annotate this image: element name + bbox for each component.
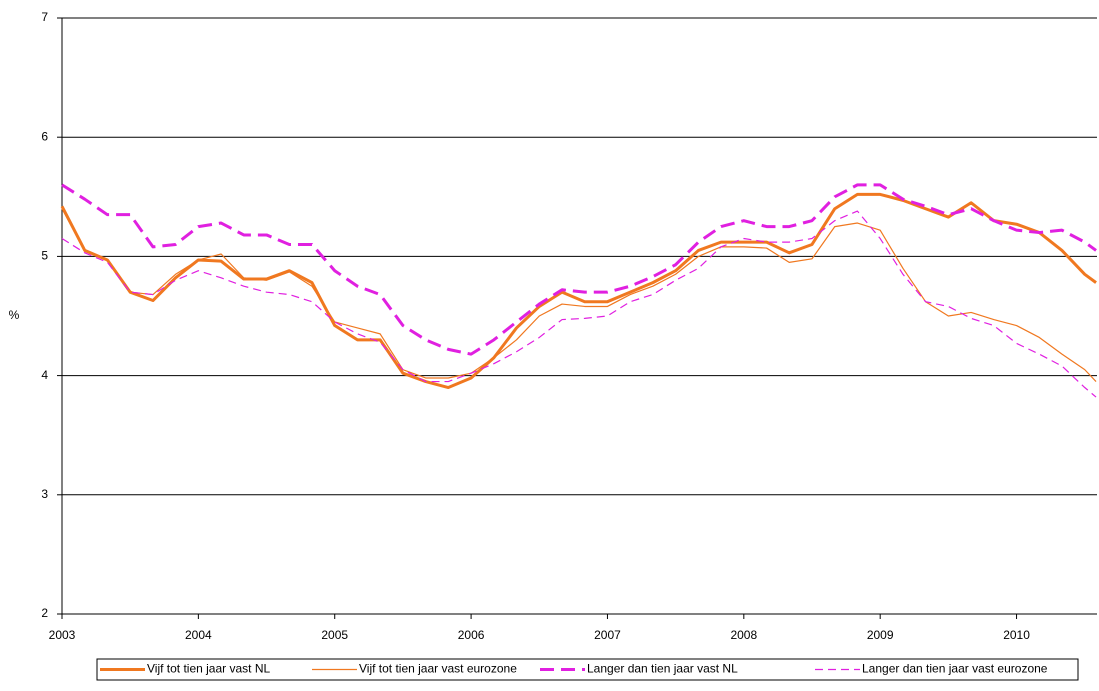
x-tick-label: 2008 — [730, 628, 757, 642]
x-tick-label: 2004 — [185, 628, 212, 642]
x-tick-label: 2003 — [49, 628, 76, 642]
series-line — [60, 192, 1097, 390]
y-tick-label: 5 — [41, 249, 48, 263]
y-tick-label: 7 — [41, 10, 48, 24]
series-line — [61, 183, 1097, 356]
series-line — [61, 208, 1097, 382]
y-tick-label: 4 — [41, 368, 48, 382]
y-tick-label: 3 — [41, 487, 48, 501]
series-line — [61, 210, 1097, 398]
x-tick-label: 2006 — [458, 628, 485, 642]
y-axis-label: % — [9, 308, 20, 322]
x-tick-label: 2010 — [1003, 628, 1030, 642]
y-tick-label: 2 — [41, 606, 48, 620]
legend-label: Langer dan tien jaar vast eurozone — [862, 662, 1048, 676]
legend-label: Vijf tot tien jaar vast NL — [147, 662, 270, 676]
legend-label: Langer dan tien jaar vast NL — [587, 662, 738, 676]
legend-label: Vijf tot tien jaar vast eurozone — [359, 662, 517, 676]
x-tick-label: 2007 — [594, 628, 621, 642]
legend-box — [96, 658, 1079, 681]
x-tick-label: 2009 — [867, 628, 894, 642]
y-tick-label: 6 — [41, 129, 48, 143]
x-tick-label: 2005 — [321, 628, 348, 642]
